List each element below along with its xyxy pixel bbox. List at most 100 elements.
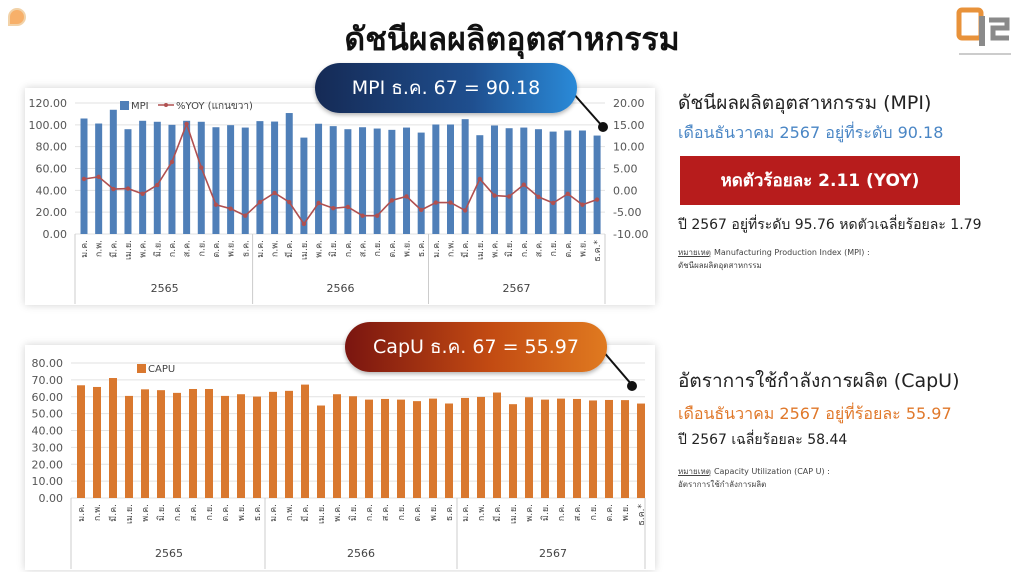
y-left-tick-label: 40.00 [36, 184, 68, 197]
x-tick-label: มี.ค. [108, 504, 119, 522]
mpi-note-text: Manufacturing Production Index (MPI) : [713, 248, 870, 257]
x-tick-label: ม.ค. [269, 504, 279, 522]
capu-callout: CapU ธ.ค. 67 = 55.97 [345, 322, 607, 372]
bar-mpi [183, 120, 191, 234]
x-tick-label: ธ.ค. [445, 504, 455, 521]
bar-capu [605, 399, 613, 498]
yoy-point [81, 176, 87, 182]
y-left-tick-label: 20.00 [32, 458, 64, 471]
bar-capu [141, 389, 149, 498]
year-label: 2567 [539, 547, 567, 560]
bar-mpi [461, 119, 469, 234]
y-left-tick-label: 20.00 [36, 206, 68, 219]
bar-capu [173, 392, 181, 498]
x-tick-label: ก.พ. [285, 504, 295, 521]
x-tick-label: ก.ค. [520, 240, 530, 257]
x-tick-label: พ.ค. [333, 504, 343, 522]
bar-capu [493, 392, 501, 498]
x-tick-label: พ.ย. [578, 240, 588, 257]
x-tick-label: ม.ค. [77, 504, 87, 522]
x-tick-label: ก.ย. [589, 504, 599, 520]
bar-capu [237, 394, 245, 498]
yoy-point [462, 208, 468, 213]
x-tick-label: ก.ย. [397, 504, 407, 520]
capu-summary: ปี 2567 เฉลี่ยร้อยละ 58.44 [678, 432, 848, 448]
bar-mpi [241, 127, 249, 234]
legend-label: MPI [131, 101, 149, 112]
location-pin-icon [8, 8, 26, 26]
x-tick-label: มิ.ย. [152, 240, 163, 257]
x-tick-label: ก.ย. [197, 240, 207, 256]
capu-note: หมายเหตุ Capacity Utilization (CAP U) : อ… [678, 465, 830, 491]
capu-heading: อัตราการใช้กำลังการผลิต (CapU) [678, 370, 960, 392]
yoy-point [257, 199, 263, 205]
bar-capu [349, 396, 357, 498]
bar-mpi [300, 137, 308, 234]
bar-mpi [271, 121, 279, 234]
x-tick-label: พ.ย. [237, 504, 247, 521]
yoy-point [155, 182, 160, 188]
x-tick-label: พ.ค. [139, 240, 149, 258]
legend-label: %YOY (แกนขวา) [176, 101, 253, 112]
y-right-tick-label: 0.00 [613, 184, 638, 197]
mpi-note-label: หมายเหตุ [678, 248, 711, 257]
bar-mpi [197, 121, 205, 234]
legend-label: CAPU [148, 364, 175, 375]
yoy-point [550, 200, 556, 206]
y-right-tick-label: -10.00 [613, 228, 648, 241]
y-right-tick-label: 10.00 [613, 141, 645, 154]
legend-swatch [120, 101, 129, 110]
bar-capu [189, 388, 197, 498]
bar-mpi [549, 131, 557, 234]
mpi-chart: 0.00 20.00 40.00 60.00 80.00 100.00 120.00 -10.… [25, 88, 655, 305]
x-tick-label: ธ.ค. [253, 504, 263, 521]
x-tick-label: ก.พ. [477, 504, 487, 521]
yoy-point [594, 197, 600, 202]
x-tick-label: มี.ค. [300, 504, 311, 522]
bar-capu [589, 400, 597, 498]
capu-note-text: Capacity Utilization (CAP U) : [713, 467, 830, 476]
x-tick-label: ธ.ค. [417, 240, 427, 257]
x-tick-label: ธ.ค.* [637, 504, 647, 526]
yoy-point [345, 204, 351, 210]
x-tick-label: ส.ค. [534, 240, 544, 257]
x-tick-label: มี.ค. [284, 240, 295, 258]
bar-capu [509, 404, 517, 498]
y-left-tick-label: 30.00 [32, 441, 64, 454]
mpi-highlight-box: หดตัวร้อยละ 2.11 (YOY) [680, 156, 960, 205]
mpi-callout: MPI ธ.ค. 67 = 90.18 [315, 63, 577, 113]
bar-capu [109, 378, 117, 498]
bar-mpi [373, 128, 381, 234]
x-tick-label: พ.ค. [315, 240, 325, 258]
yoy-point [477, 176, 483, 182]
bar-capu [317, 405, 325, 498]
bar-capu [541, 399, 549, 498]
yoy-point [580, 202, 585, 207]
y-left-tick-label: 50.00 [32, 408, 64, 421]
bar-mpi [593, 135, 601, 234]
bar-capu [573, 398, 581, 498]
yoy-point [316, 200, 321, 206]
year-label: 2566 [347, 547, 375, 560]
x-tick-label: ก.พ. [93, 504, 103, 521]
bar-capu [301, 384, 309, 498]
legend-marker [164, 103, 168, 107]
x-tick-label: ก.ค. [173, 504, 183, 521]
x-tick-label: ส.ค. [381, 504, 391, 521]
x-tick-label: ก.ค. [557, 504, 567, 521]
bar-capu [445, 403, 453, 498]
x-tick-label: ธ.ค.* [593, 240, 603, 262]
bar-capu [461, 397, 469, 498]
x-tick-label: ม.ค. [432, 240, 442, 258]
bar-mpi [388, 129, 396, 234]
y-left-tick-label: 0.00 [39, 492, 64, 505]
bar-capu [333, 394, 341, 498]
bar-capu [381, 398, 389, 498]
x-tick-label: มี.ค. [492, 504, 503, 522]
yoy-point [140, 191, 145, 197]
bar-mpi [227, 125, 235, 234]
x-tick-label: ต.ค. [388, 240, 398, 258]
yoy-point [375, 213, 380, 218]
bar-mpi [139, 120, 147, 234]
bar-capu [253, 396, 261, 498]
